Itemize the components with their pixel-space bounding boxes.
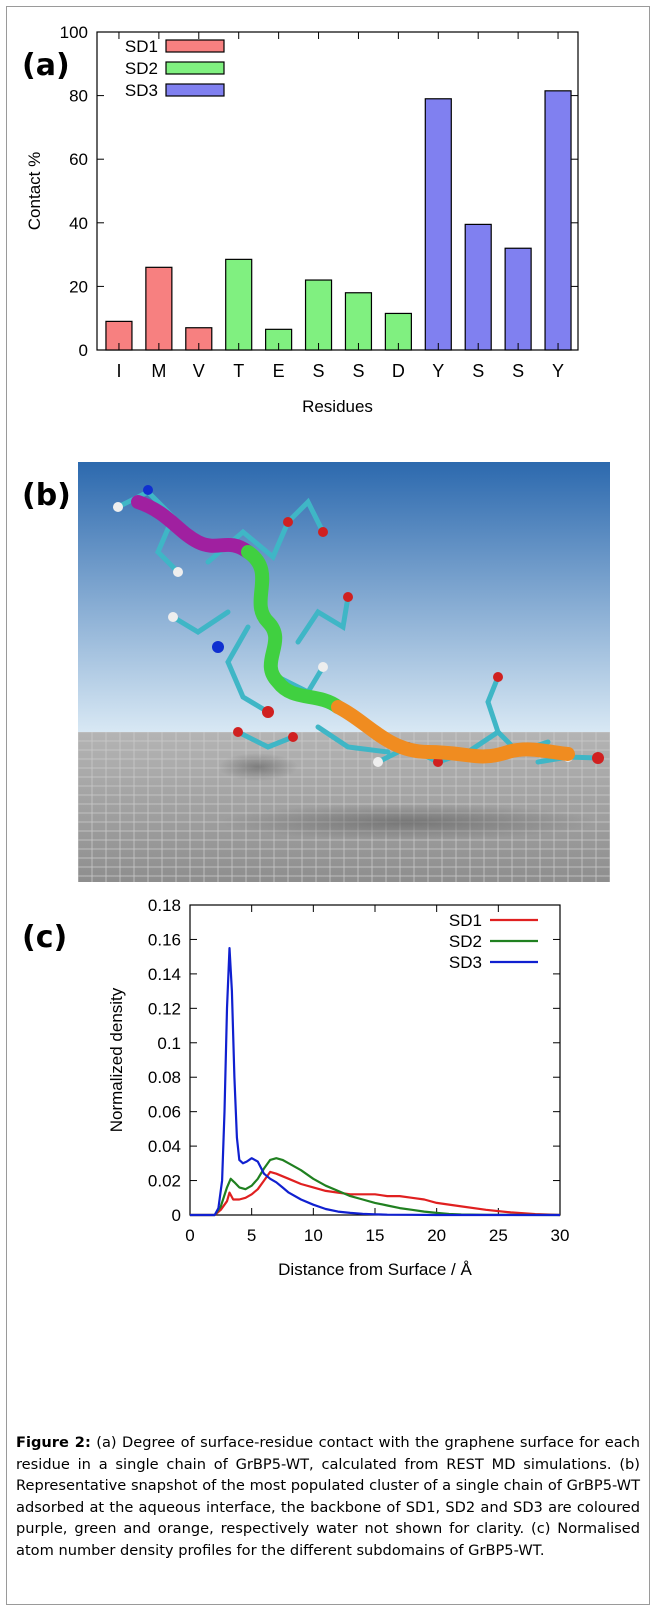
x-tick-label: 0 <box>185 1226 194 1245</box>
series-line-sd2 <box>190 1157 561 1217</box>
legend-label: SD2 <box>449 932 482 951</box>
legend-swatch <box>165 39 225 53</box>
panel-b-label: (b) <box>22 478 71 513</box>
x-tick-label: E <box>273 361 285 381</box>
y-tick-label: 0.04 <box>148 1137 181 1156</box>
y-axis-title: Normalized density <box>107 987 126 1132</box>
legend-label: SD3 <box>449 953 482 972</box>
md-snapshot-image <box>78 462 610 882</box>
y-tick-label: 100 <box>60 23 88 42</box>
x-tick-label: M <box>151 361 166 381</box>
x-tick-label: Y <box>432 361 444 381</box>
x-tick-label: 30 <box>551 1226 570 1245</box>
bar <box>344 292 373 351</box>
y-tick-label: 0.06 <box>148 1103 181 1122</box>
legend-swatch <box>165 61 225 75</box>
backbone-sd1 <box>131 495 255 559</box>
caption-label: Figure 2: <box>16 1434 91 1451</box>
x-tick-label: 25 <box>489 1226 508 1245</box>
x-tick-label: S <box>472 361 484 381</box>
figure-caption: Figure 2: (a) Degree of surface-residue … <box>16 1432 640 1561</box>
legend-label: SD3 <box>125 81 158 100</box>
bar <box>225 258 253 351</box>
y-tick-label: 0.16 <box>148 930 181 949</box>
legend-label: SD2 <box>125 59 158 78</box>
panel-a-label: (a) <box>22 48 70 83</box>
y-tick-label: 0.08 <box>148 1068 181 1087</box>
legend-swatch <box>165 83 225 97</box>
x-tick-label: 15 <box>366 1226 385 1245</box>
x-tick-label: 5 <box>247 1226 256 1245</box>
panel-c-label: (c) <box>22 920 68 955</box>
x-axis-title: Residues <box>302 397 373 416</box>
y-tick-label: 0 <box>172 1206 181 1225</box>
x-tick-label: S <box>352 361 364 381</box>
x-tick-label: Y <box>552 361 564 381</box>
series-line-sd1 <box>190 1170 561 1217</box>
y-tick-label: 0 <box>79 341 88 360</box>
density-line-chart: 0 0.02 0.04 0.06 0.08 0.1 0.12 0.14 0.16 0.18 0 5 10… <box>107 896 570 1279</box>
x-tick-label: T <box>233 361 244 381</box>
plot-frame <box>96 31 579 351</box>
x-tick-label: S <box>512 361 524 381</box>
y-tick-label: 0.14 <box>148 965 181 984</box>
y-tick-label: 60 <box>69 150 88 169</box>
x-tick-label: D <box>392 361 405 381</box>
bar <box>544 90 572 351</box>
legend-label: SD1 <box>449 911 482 930</box>
x-tick-label: 20 <box>427 1226 446 1245</box>
bar <box>424 98 452 351</box>
x-axis-title: Distance from Surface / Å <box>278 1260 472 1279</box>
figure-frame <box>6 6 650 1605</box>
caption-text: (a) Degree of surface-residue contact wi… <box>16 1434 640 1559</box>
bar <box>464 223 492 351</box>
legend-label: SD1 <box>125 37 158 56</box>
x-tick-label: V <box>193 361 205 381</box>
y-tick-label: 20 <box>69 277 88 296</box>
y-tick-label: 0.12 <box>148 999 181 1018</box>
bar <box>304 279 333 351</box>
x-tick-label: I <box>116 361 121 381</box>
y-tick-label: 80 <box>69 87 88 106</box>
plot-frame <box>189 904 561 1216</box>
y-tick-label: 40 <box>69 214 88 233</box>
backbone-sd3 <box>331 700 575 764</box>
series-line-sd3 <box>190 946 560 1217</box>
x-tick-label: S <box>313 361 325 381</box>
contact-bar-chart: 0 20 40 60 80 100 I M V T E S S D Y S S Y Residues Contact … <box>25 23 579 416</box>
backbone-sd2 <box>241 545 345 714</box>
y-axis-title: Contact % <box>25 152 44 230</box>
bar <box>145 266 173 351</box>
y-tick-label: 0.02 <box>148 1172 181 1191</box>
y-tick-label: 0.1 <box>157 1034 181 1053</box>
bar <box>504 247 532 351</box>
y-tick-label: 0.18 <box>148 896 181 915</box>
x-tick-label: 10 <box>304 1226 323 1245</box>
